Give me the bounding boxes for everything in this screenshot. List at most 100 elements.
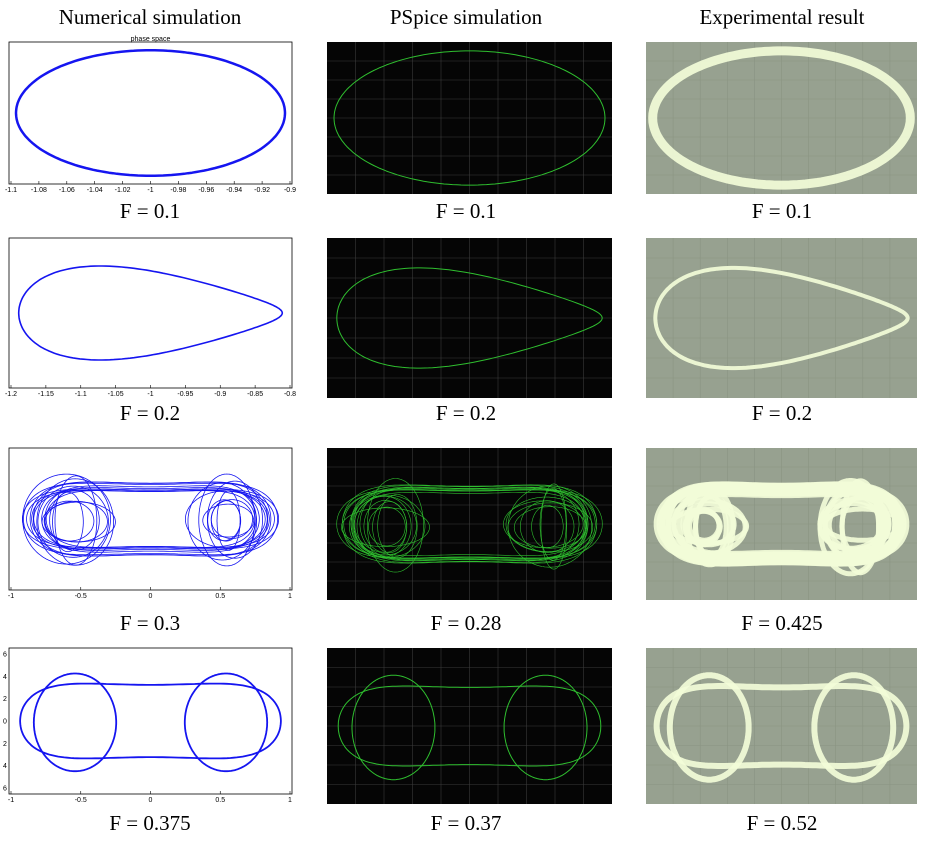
x-tick-label: -1.02 <box>115 187 131 194</box>
trajectory <box>822 485 889 563</box>
x-tick-label: -0.5 <box>75 797 87 804</box>
trajectory <box>23 482 278 556</box>
trajectory <box>350 485 589 563</box>
x-tick-label: -0.85 <box>247 391 263 398</box>
x-tick-label: -1.04 <box>87 187 103 194</box>
column-header: Numerical simulation <box>59 5 242 29</box>
trajectory <box>540 483 567 570</box>
trajectory <box>22 473 111 565</box>
panel: F = 0.37 <box>327 648 612 835</box>
trajectory <box>44 500 108 543</box>
trajectory <box>372 501 407 553</box>
panel: -1 -0.5 0 0.5 1 6 4 2 0 2 4 6 F = 0.375 <box>3 647 293 835</box>
trajectory <box>336 489 603 559</box>
trajectory <box>337 685 602 767</box>
caption: F = 0.37 <box>431 811 502 835</box>
trajectory <box>54 475 98 566</box>
trajectory <box>26 490 275 548</box>
y-tick-label: 4 <box>3 763 7 770</box>
column-header: Experimental result <box>699 5 864 29</box>
panel: -1.2 -1.15 -1.1 -1.05 -1 -0.95 -0.9 -0.85 -0.8 F … <box>5 237 296 425</box>
panel: F = 0.1 <box>646 42 917 223</box>
trajectory <box>363 500 408 553</box>
trajectory <box>513 506 587 549</box>
caption: F = 0.375 <box>109 811 190 835</box>
trajectory <box>207 499 241 542</box>
plot-title: phase space <box>131 36 171 43</box>
x-tick-label: -1 <box>147 391 153 398</box>
trajectory <box>49 489 100 551</box>
panel-background <box>8 237 293 389</box>
x-tick-label: 0.5 <box>215 593 225 600</box>
trajectory <box>503 500 584 548</box>
panel-background <box>8 647 293 795</box>
trajectory <box>333 50 606 186</box>
trajectory <box>377 494 418 558</box>
x-tick-label: -0.96 <box>198 187 214 194</box>
panel: -1 -0.5 0 0.5 1 F = 0.3 <box>8 447 293 635</box>
trajectory <box>503 674 588 781</box>
x-tick-label: -0.5 <box>75 593 87 600</box>
x-tick-label: -1.05 <box>108 391 124 398</box>
trajectory <box>202 503 255 538</box>
trajectory <box>185 490 266 548</box>
trajectory <box>183 672 269 773</box>
caption: F = 0.52 <box>747 811 818 835</box>
trajectory <box>539 488 567 561</box>
caption: F = 0.1 <box>436 199 496 223</box>
x-tick-label: -0.92 <box>254 187 270 194</box>
trajectory <box>19 682 282 760</box>
caption: F = 0.3 <box>120 611 180 635</box>
trajectory <box>368 506 406 547</box>
trajectory <box>17 265 284 361</box>
trajectory <box>198 473 256 567</box>
panel: F = 0.2 <box>646 238 917 425</box>
y-tick-label: 0 <box>3 719 7 726</box>
x-tick-label: 1 <box>288 593 292 600</box>
x-tick-label: 0 <box>149 593 153 600</box>
x-tick-label: -1.1 <box>75 391 87 398</box>
x-tick-label: -0.9 <box>284 187 296 194</box>
x-tick-label: -1 <box>8 797 14 804</box>
trajectory <box>349 494 426 558</box>
trajectory <box>43 500 95 542</box>
y-tick-label: 2 <box>3 696 7 703</box>
panel-background <box>8 41 293 185</box>
panel: F = 0.52 <box>646 648 917 835</box>
trajectory <box>531 505 564 549</box>
trajectory <box>653 265 910 371</box>
trajectory <box>210 499 253 539</box>
panel: phase space -1.1 -1.08 -1.06 -1.04 -1.02 -1 -0.… <box>5 36 296 223</box>
trajectory <box>41 487 260 551</box>
trajectory <box>341 507 430 547</box>
trajectory <box>336 267 603 369</box>
panel: F = 0.2 <box>327 238 612 425</box>
panel: F = 0.425 <box>646 448 917 635</box>
trajectory <box>14 49 287 177</box>
trajectory <box>682 508 723 545</box>
trajectory <box>44 485 257 553</box>
x-tick-label: -1.06 <box>59 187 75 194</box>
caption: F = 0.2 <box>120 401 180 425</box>
trajectory <box>351 674 436 781</box>
y-tick-label: 4 <box>3 674 7 681</box>
caption: F = 0.425 <box>741 611 822 635</box>
panel: F = 0.28 <box>327 448 612 635</box>
trajectory <box>817 501 888 552</box>
trajectory <box>52 491 84 552</box>
x-tick-label: -1.08 <box>31 187 47 194</box>
caption: F = 0.1 <box>120 199 180 223</box>
y-tick-label: 2 <box>3 741 7 748</box>
x-tick-label: 0.5 <box>215 797 225 804</box>
x-tick-label: -0.8 <box>284 391 296 398</box>
trajectory <box>36 478 114 566</box>
trajectory <box>648 46 915 190</box>
x-tick-label: 1 <box>288 797 292 804</box>
caption: F = 0.2 <box>752 401 812 425</box>
trajectory <box>811 672 897 783</box>
trajectory <box>505 496 587 552</box>
panel: F = 0.1 <box>327 42 612 223</box>
trajectory <box>187 482 257 561</box>
trajectory <box>653 683 910 769</box>
